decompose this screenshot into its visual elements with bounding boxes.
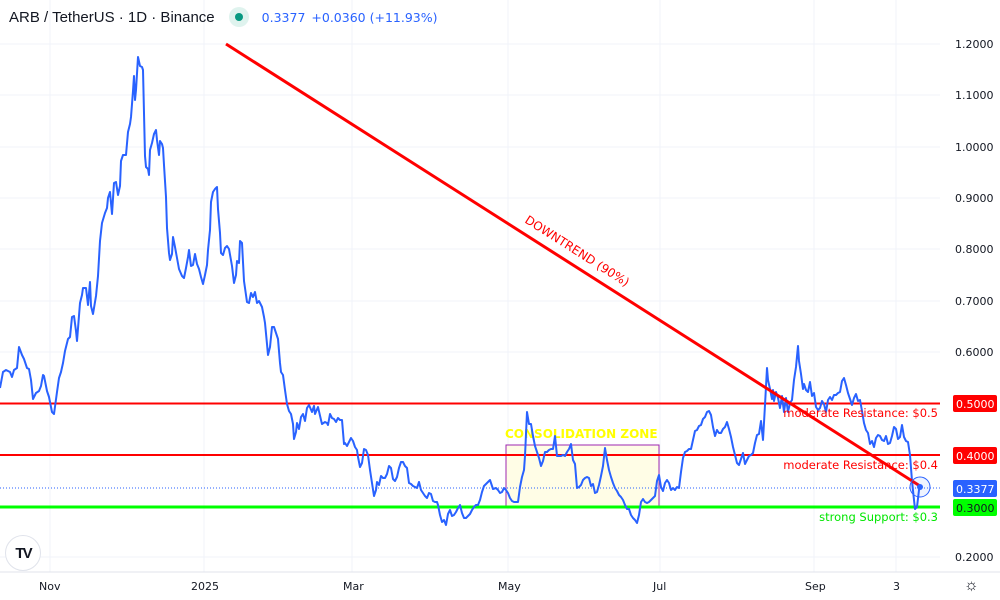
last-price: 0.3377 [261,9,306,25]
resistance-04-badge [953,447,997,464]
downtrend-line[interactable] [225,42,921,488]
time-tick: May [498,580,521,593]
downtrend-label: DOWNTREND (90%) [522,213,631,290]
price-series-line [0,56,921,526]
time-tick: Jul [652,580,666,593]
price-tick: 0.2000 [955,551,994,564]
grid [0,0,940,572]
price-tick: 0.9000 [955,192,994,205]
price-tick: 0.7000 [955,295,994,308]
price-tick: 0.6000 [955,346,994,359]
consolidation-label: CONSOLIDATION ZONE [505,427,658,441]
market-open-icon [234,13,243,21]
price-axis[interactable]: 1.2000 1.1000 1.0000 0.9000 0.8000 0.700… [953,38,997,564]
time-tick: 3 [893,580,900,593]
price-tick: 0.8000 [955,243,994,256]
time-tick: Nov [39,580,61,593]
price-tick: 1.1000 [955,89,994,102]
resistance-04-badge-text: 0.4000 [956,450,995,463]
time-axis[interactable]: Nov 2025 Mar May Jul Sep 3 [39,580,900,593]
logo-glyph: TV [15,544,32,562]
chart-settings-icon[interactable]: ☼ [964,577,979,594]
market-status-indicator[interactable] [228,7,249,27]
time-tick: Mar [343,580,364,593]
tradingview-logo-icon[interactable]: TV [5,535,41,571]
current-price-dot [917,484,923,490]
price-tick: 1.0000 [955,141,994,154]
support-label: strong Support: $0.3 [819,510,938,524]
time-tick: Sep [805,580,826,593]
resistance-04-label: moderate Resistance: $0.4 [783,458,938,472]
support-badge-text: 0.3000 [956,502,995,515]
price-change: +0.0360 (+11.93%) [311,9,438,25]
price-tick: 1.2000 [955,38,994,51]
current-price-badge-text: 0.3377 [956,483,995,496]
resistance-05-label: moderate Resistance: $0.5 [783,406,938,420]
support-badge [953,499,997,516]
resistance-05-badge-text: 0.5000 [956,398,995,411]
current-price-badge [953,480,997,497]
chart-header: ARB / TetherUS · 1D · Binance 0.3377 +0.… [0,0,940,34]
symbol-title[interactable]: ARB / TetherUS · 1D · Binance [9,8,215,26]
resistance-05-badge [953,395,997,412]
time-tick: 2025 [191,580,219,593]
